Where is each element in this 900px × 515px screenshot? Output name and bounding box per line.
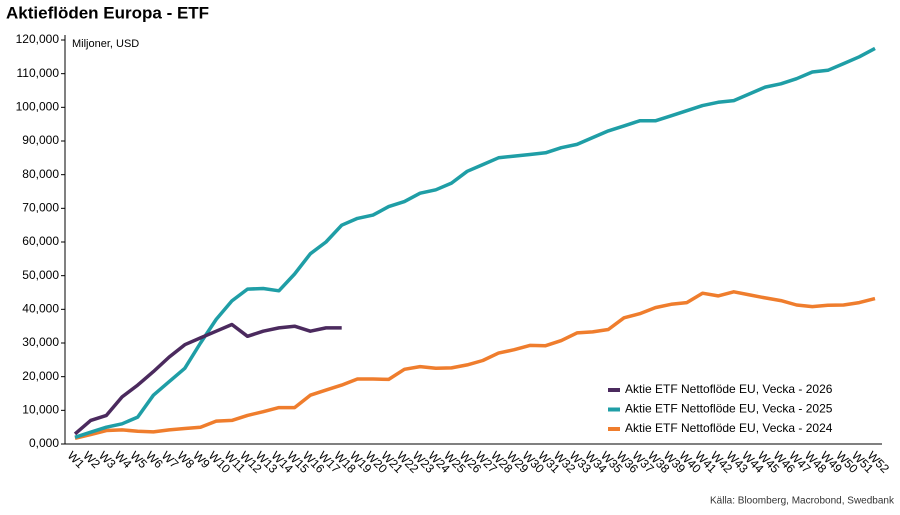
legend-label: Aktie ETF Nettoflöde EU, Vecka - 2024 — [625, 421, 833, 435]
y-tick-label: 100,000 — [16, 100, 60, 114]
y-tick-label: 70,000 — [22, 201, 59, 215]
series-line — [74, 46, 876, 439]
y-tick-label: 120,000 — [16, 32, 60, 46]
legend-label: Aktie ETF Nettoflöde EU, Vecka - 2025 — [625, 402, 833, 416]
y-tick-label: 90,000 — [22, 133, 59, 147]
series-line — [73, 322, 342, 436]
y-tick-label: 60,000 — [22, 234, 59, 248]
y-tick-label: 80,000 — [22, 167, 59, 181]
legend-label: Aktie ETF Nettoflöde EU, Vecka - 2026 — [625, 382, 833, 396]
y-tick-label: 40,000 — [22, 302, 59, 316]
y-tick-label: 20,000 — [22, 369, 59, 383]
y-tick-label: 50,000 — [22, 268, 59, 282]
y-tick-label: 30,000 — [22, 335, 59, 349]
chart-subtitle: Miljoner, USD — [72, 38, 139, 50]
y-tick-label: 10,000 — [22, 403, 59, 417]
y-tick-label: 110,000 — [17, 66, 60, 80]
source-note: Källa: Bloomberg, Macrobond, Swedbank — [710, 496, 895, 507]
chart-title: Aktieflöden Europa - ETF — [6, 3, 209, 22]
y-tick-label: 0,000 — [29, 436, 59, 450]
series-line — [74, 290, 876, 441]
